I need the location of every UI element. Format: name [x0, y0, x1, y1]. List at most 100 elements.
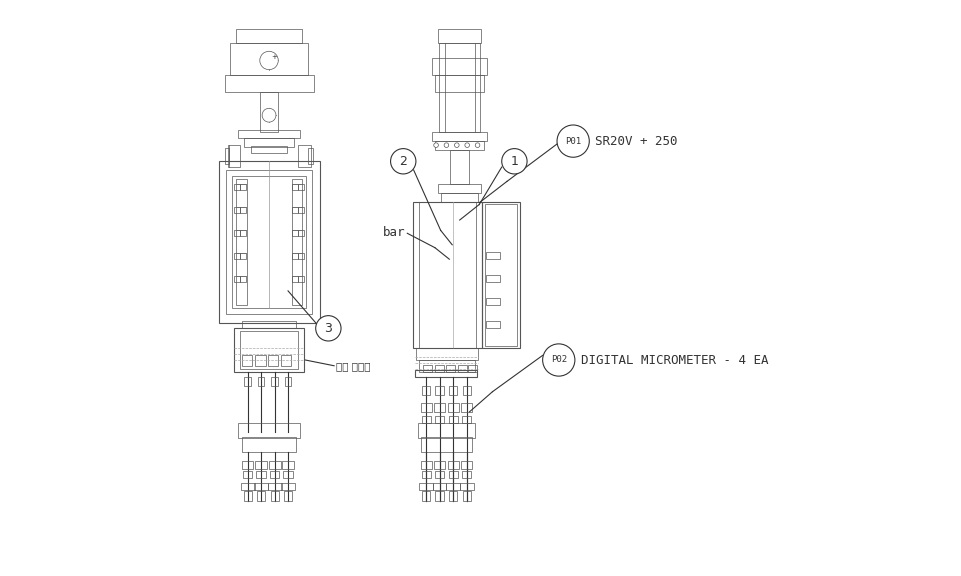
Bar	[250, 146, 287, 153]
Bar	[446, 365, 455, 372]
Bar	[435, 491, 443, 501]
Bar	[461, 471, 471, 478]
Bar	[292, 207, 298, 213]
Circle shape	[261, 108, 276, 122]
Bar	[237, 423, 300, 438]
Bar	[485, 298, 500, 305]
Bar	[481, 202, 519, 348]
Circle shape	[502, 149, 527, 174]
Bar	[434, 75, 483, 92]
Bar	[242, 321, 295, 328]
Bar	[236, 29, 302, 43]
Bar	[420, 403, 431, 412]
Bar	[282, 461, 293, 469]
Text: P01: P01	[564, 137, 580, 146]
Bar	[240, 253, 246, 259]
Text: bar: bar	[382, 226, 405, 238]
Text: 이세 조정자: 이세 조정자	[335, 361, 370, 371]
Bar	[434, 416, 444, 423]
Bar	[485, 252, 500, 259]
Bar	[422, 491, 430, 501]
Bar	[437, 184, 480, 193]
Bar	[485, 321, 500, 328]
Bar	[234, 230, 240, 236]
Bar	[462, 491, 470, 501]
Bar	[292, 179, 302, 305]
Bar	[234, 276, 240, 282]
Bar	[298, 276, 304, 282]
Bar	[225, 148, 229, 164]
Bar	[270, 491, 279, 501]
Bar	[449, 491, 456, 501]
Bar	[232, 176, 306, 308]
Bar	[420, 461, 431, 469]
Bar	[234, 207, 240, 213]
Bar	[292, 276, 298, 282]
Bar	[242, 437, 295, 452]
Bar	[460, 461, 472, 469]
Bar	[292, 184, 298, 190]
Bar	[433, 461, 445, 469]
Bar	[468, 365, 477, 372]
Circle shape	[390, 149, 415, 174]
Bar	[412, 202, 481, 348]
Text: +: +	[271, 54, 277, 60]
Bar	[292, 253, 298, 259]
Circle shape	[542, 344, 575, 376]
Bar	[236, 179, 246, 305]
Bar	[269, 461, 281, 469]
Bar	[446, 483, 459, 490]
Bar	[457, 365, 466, 372]
Bar	[449, 386, 456, 395]
Bar	[421, 471, 431, 478]
Bar	[292, 230, 298, 236]
Bar	[283, 471, 292, 478]
Bar	[298, 230, 304, 236]
Text: 3: 3	[324, 322, 332, 335]
Bar	[243, 471, 252, 478]
Bar	[298, 207, 304, 213]
Bar	[420, 437, 472, 452]
Bar	[240, 207, 246, 213]
Text: 2: 2	[399, 155, 407, 168]
Bar	[450, 150, 468, 184]
Bar	[234, 184, 240, 190]
Bar	[421, 416, 431, 423]
Bar	[228, 145, 240, 167]
Bar	[447, 403, 458, 412]
Circle shape	[475, 143, 480, 147]
Bar	[419, 483, 432, 490]
Bar	[432, 483, 446, 490]
Bar	[284, 377, 291, 386]
Bar	[254, 483, 267, 490]
Bar	[258, 377, 264, 386]
Bar	[434, 471, 444, 478]
Circle shape	[444, 143, 448, 147]
Bar	[240, 331, 298, 369]
Bar	[415, 348, 478, 360]
Bar	[431, 132, 486, 141]
Bar	[234, 253, 240, 259]
Circle shape	[556, 125, 589, 157]
Bar	[271, 377, 278, 386]
Bar	[256, 471, 265, 478]
Circle shape	[433, 143, 438, 147]
Bar	[298, 184, 304, 190]
Bar	[461, 416, 471, 423]
Bar	[298, 145, 310, 167]
Bar	[242, 355, 252, 366]
Bar	[419, 360, 474, 372]
Bar	[267, 355, 278, 366]
Text: SR20V + 250: SR20V + 250	[595, 135, 677, 147]
Bar	[283, 491, 292, 501]
Bar	[448, 416, 457, 423]
Bar	[267, 483, 282, 490]
Bar	[414, 370, 477, 377]
Bar	[308, 148, 312, 164]
Bar	[281, 355, 291, 366]
Bar	[240, 276, 246, 282]
Bar	[440, 193, 478, 202]
Bar	[260, 92, 278, 132]
Bar	[255, 355, 265, 366]
Text: P02: P02	[550, 355, 566, 365]
